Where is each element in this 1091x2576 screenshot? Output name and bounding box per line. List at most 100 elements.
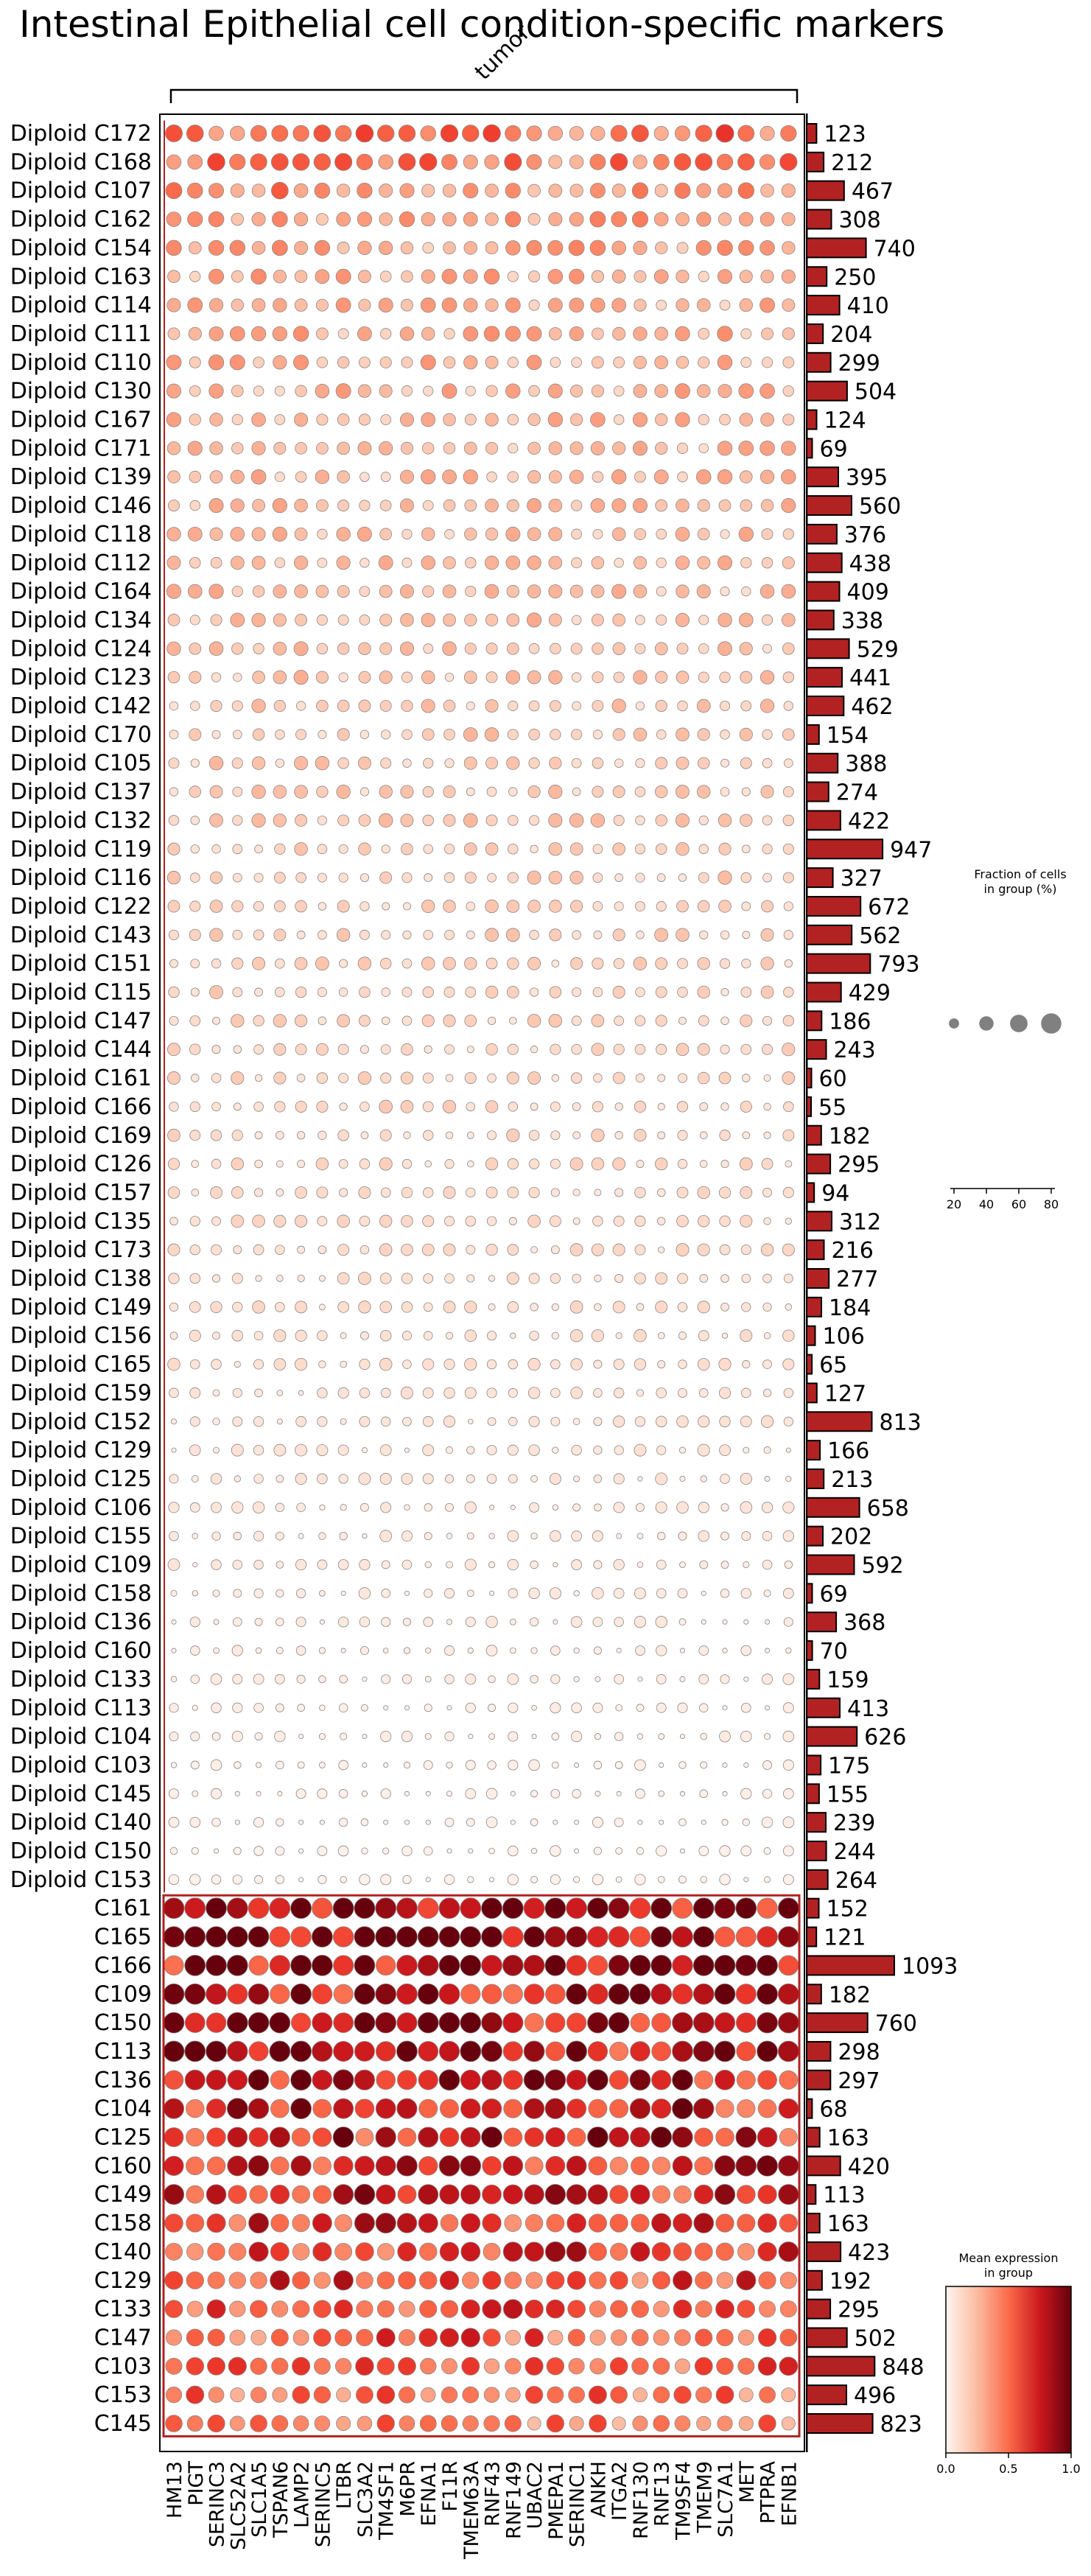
count-value: 68 [819,2097,847,2123]
dot [527,441,541,455]
dot [779,2356,799,2376]
dot [189,928,201,941]
dot [164,2213,183,2233]
dot [270,2070,290,2090]
dot [379,384,393,398]
dot [295,729,307,741]
dot [550,1674,561,1684]
dot [164,2300,183,2318]
dot [376,2300,395,2318]
dot [463,727,478,742]
dot [593,1474,603,1483]
dot [717,555,733,570]
dot [483,2387,500,2403]
dot [715,2385,734,2404]
count-bar [806,609,835,631]
dot [762,844,773,855]
dot [719,700,731,712]
dot [186,2156,205,2176]
dot [717,2415,733,2432]
dot [166,211,182,227]
dot [318,1016,327,1026]
dot [762,1530,773,1541]
dot [589,183,606,199]
dot [782,298,796,312]
dot [531,1734,537,1740]
dot [657,1531,666,1541]
dot [251,212,266,227]
dot [270,2270,290,2291]
dot [552,1446,559,1454]
count-value: 163 [827,2126,869,2152]
dot [569,211,584,227]
dot [510,1505,516,1511]
dot [401,356,413,368]
dot [188,241,202,255]
dot [354,1897,376,1919]
dot [655,1157,668,1171]
dot [696,699,711,713]
dot [276,1561,284,1569]
dot [231,1645,243,1656]
dot [253,1673,264,1685]
dot [527,612,542,628]
dot [421,527,435,542]
dot [206,1954,227,1976]
dot [488,1533,495,1539]
dot [588,2099,608,2118]
dot [254,1388,263,1398]
dot [783,1273,793,1284]
dot [631,211,649,228]
dot [592,643,604,655]
dot [440,2328,459,2348]
dot [189,1273,201,1284]
dot [402,1617,412,1626]
dot [465,557,477,569]
dot [334,2328,353,2347]
dot [611,469,627,485]
dot [164,2155,184,2177]
dot [735,1897,757,1919]
dot [762,1760,772,1770]
dot [334,2214,353,2233]
dot [316,785,329,798]
dot [336,183,351,198]
dot [294,841,308,856]
dot [275,987,285,998]
dot [676,442,689,454]
dot [530,1102,539,1111]
dot [692,1926,715,1947]
dot [566,2040,588,2062]
dot [274,958,285,969]
dot [571,557,583,569]
dot [424,1561,432,1569]
dot [211,1216,221,1226]
dot [274,1674,285,1684]
row-label: Diploid C169 [10,1123,152,1149]
dot [319,1589,326,1597]
dot [718,1071,732,1085]
dot [337,328,349,340]
dot [587,1897,608,1919]
dot [571,672,582,682]
dot [399,211,415,228]
dot [446,1619,452,1625]
dot [191,1160,200,1168]
dot [485,1043,498,1056]
dot [396,2012,418,2034]
dot [317,557,328,568]
dot [443,785,456,799]
dot [569,297,584,313]
dot [525,2272,543,2289]
dot [569,441,583,455]
dot [166,870,181,885]
dot [359,1502,369,1512]
dot [678,1446,687,1454]
dot [590,298,606,313]
dot [506,1128,520,1142]
dot [290,1983,312,2005]
dot [397,2185,417,2205]
dot [550,1043,561,1055]
dot [552,1504,559,1511]
dot [657,1331,665,1340]
